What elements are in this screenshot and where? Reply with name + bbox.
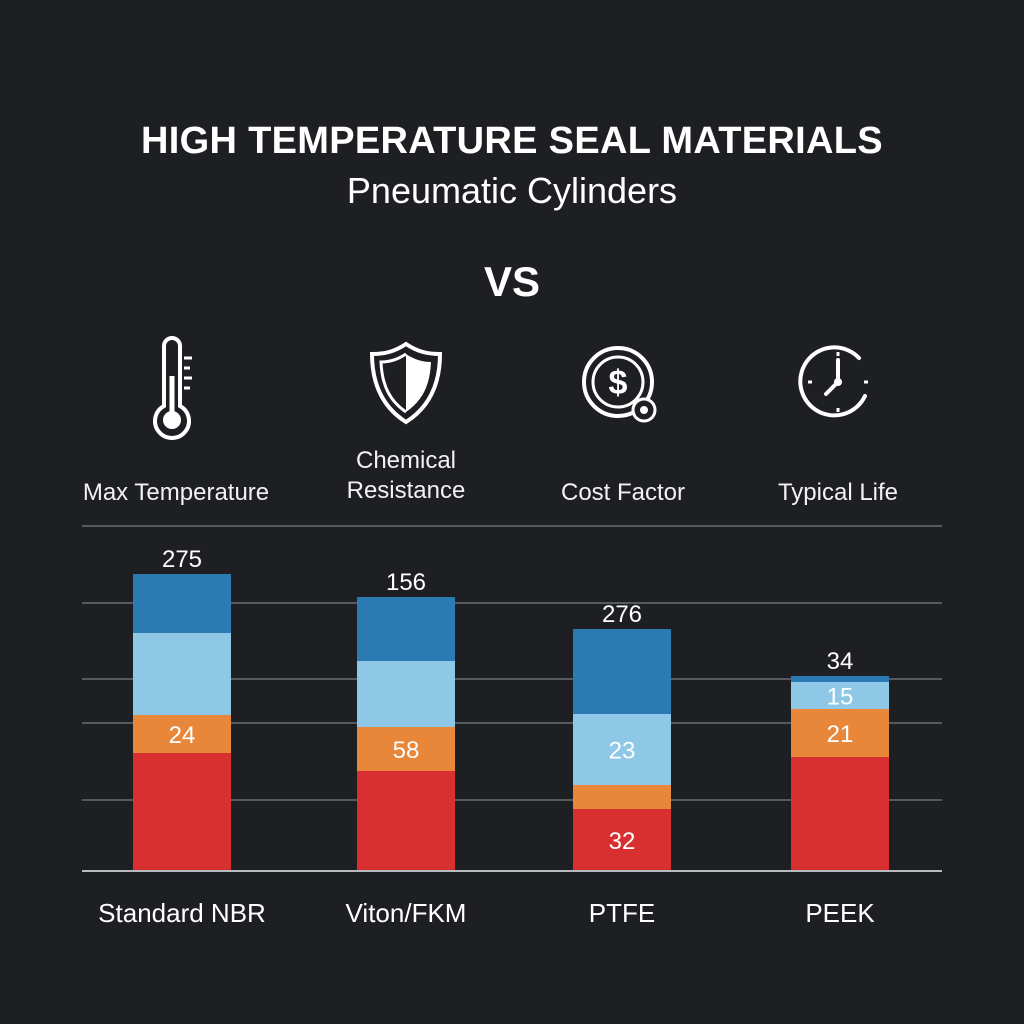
bar-segment [791,709,889,757]
metric-typical-life: Typical Life [728,330,948,510]
category-label: Viton/FKM [346,898,467,928]
metric-cost-factor: $ Cost Factor [513,330,733,510]
svg-text:$: $ [609,364,628,402]
segment-value-label: 21 [827,721,854,748]
thermometer-icon [146,336,206,451]
bar-segment [573,809,671,871]
bar-segment [357,661,455,727]
versus-label: VS [483,258,541,305]
bar-segment [133,574,231,633]
metric-chemical-resistance: Chemical Resistance [296,330,516,510]
bar-segment [573,629,671,714]
segment-value-label: 15 [827,684,854,711]
clock-icon [793,340,883,435]
chart-title: HIGH TEMPERATURE SEAL MATERIALS [141,120,883,162]
bar-segment [357,597,455,661]
metric-label-cost-factor: Cost Factor [560,479,686,506]
category-label: Standard NBR [98,898,266,928]
bar-total-label: 276 [602,601,642,628]
bar-segment [573,714,671,785]
bar-segment [791,682,889,709]
bar-segment [133,715,231,753]
metric-max-temperature: Max Temperature [66,330,286,510]
dollar-coin-icon: $ [578,340,668,435]
bar-total-label: 34 [827,648,854,675]
metric-label-max-temperature: Max Temperature [82,479,270,506]
metric-label-typical-life: Typical Life [777,479,899,506]
bar-segment [357,771,455,871]
bar-total-label: 275 [162,546,202,573]
bar-segment [357,727,455,771]
category-label: PEEK [805,898,875,928]
segment-value-label: 32 [609,828,636,855]
metric-label-chemical-resistance: Chemical Resistance [346,447,466,504]
segment-value-label: 58 [393,737,420,764]
bar-segment [791,757,889,871]
chart-subtitle: Pneumatic Cylinders [346,170,678,211]
shield-icon [366,338,446,433]
category-label: PTFE [589,898,655,928]
bar-segment [133,753,231,871]
bar-segment [573,785,671,809]
segment-value-label: 24 [169,722,196,749]
bar-total-label: 156 [386,569,426,596]
bar-segment [133,633,231,715]
bar-segment [791,676,889,682]
segment-value-label: 23 [609,738,636,765]
